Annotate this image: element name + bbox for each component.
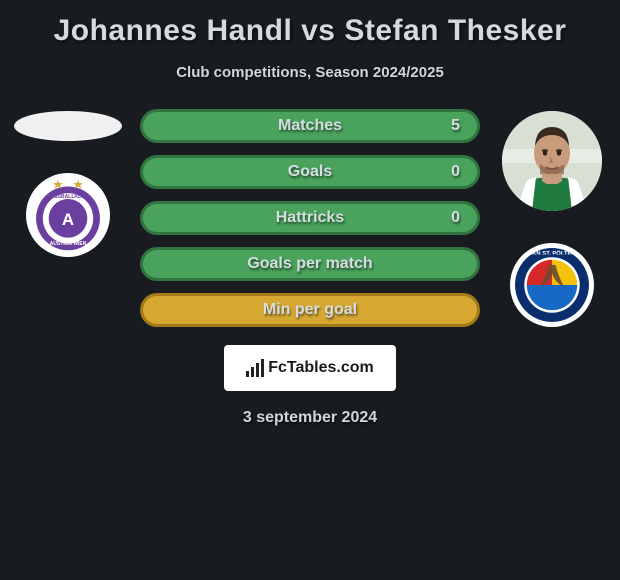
player1-avatar xyxy=(14,111,122,141)
svg-text:AUSTRIA WIEN: AUSTRIA WIEN xyxy=(50,241,87,247)
austria-wien-icon: A FUSSBALLKLUB AUSTRIA WIEN xyxy=(26,173,110,257)
page-subtitle: Club competitions, Season 2024/2025 xyxy=(176,64,444,81)
bars-icon xyxy=(246,359,264,377)
stat-bar: Min per goal xyxy=(140,293,480,327)
player1-club-logo: A FUSSBALLKLUB AUSTRIA WIEN xyxy=(26,173,110,257)
player2-club-logo: SKN ST. PÖLTEN xyxy=(510,243,594,327)
svg-text:SKN ST. PÖLTEN: SKN ST. PÖLTEN xyxy=(528,250,575,257)
comparison-row: A FUSSBALLKLUB AUSTRIA WIEN Matches 5 Goal… xyxy=(0,109,620,327)
stat-label: Min per goal xyxy=(263,301,357,319)
stat-value-right: 0 xyxy=(451,209,460,227)
right-side: SKN ST. PÖLTEN xyxy=(490,109,620,327)
left-side: A FUSSBALLKLUB AUSTRIA WIEN xyxy=(0,109,130,327)
stat-label: Goals per match xyxy=(247,255,372,273)
stat-bar: Matches 5 xyxy=(140,109,480,143)
player2-avatar xyxy=(502,111,602,211)
stat-bar: Hattricks 0 xyxy=(140,201,480,235)
stat-value-right: 5 xyxy=(451,117,460,135)
stat-value-right: 0 xyxy=(451,163,460,181)
player-photo-icon xyxy=(502,111,602,211)
svg-text:A: A xyxy=(62,210,74,229)
watermark-text: FcTables.com xyxy=(268,359,374,377)
stat-label: Goals xyxy=(288,163,332,181)
stat-label: Hattricks xyxy=(276,209,344,227)
stat-label: Matches xyxy=(278,117,342,135)
watermark-box: FcTables.com xyxy=(224,345,396,391)
page-title: Johannes Handl vs Stefan Thesker xyxy=(54,14,567,48)
stat-bar: Goals 0 xyxy=(140,155,480,189)
svg-text:FUSSBALLKLUB: FUSSBALLKLUB xyxy=(48,194,89,200)
date-text: 3 september 2024 xyxy=(243,409,377,427)
stats-column: Matches 5 Goals 0 Hattricks 0 Goals per match M… xyxy=(130,109,490,327)
stat-bar: Goals per match xyxy=(140,247,480,281)
skn-stpoelten-icon: SKN ST. PÖLTEN xyxy=(510,243,594,327)
